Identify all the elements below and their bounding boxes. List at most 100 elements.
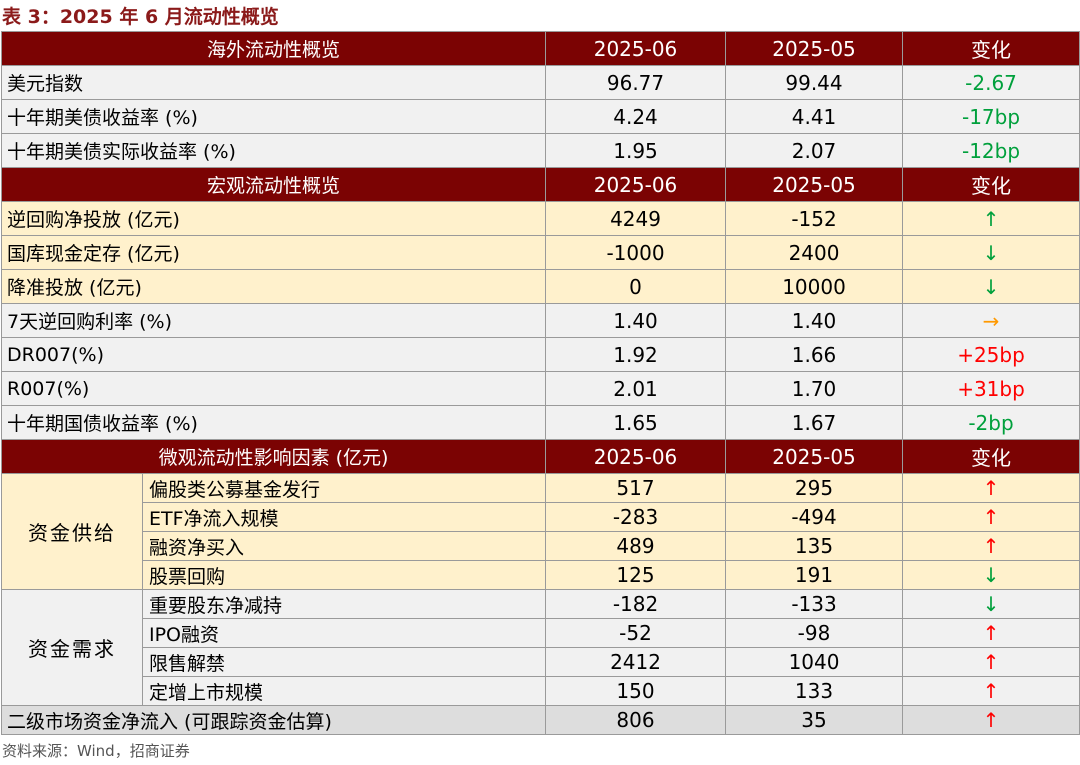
value-2025-05: 10000 [725,269,904,304]
right-arrow-icon: → [902,303,1080,338]
row-label: 定增上市规模 [141,676,547,706]
table-row: ETF净流入规模 -283 -494 ↑ [2,502,1080,532]
table-row: 国库现金定存 (亿元) -1000 2400 ↓ [0,235,1080,270]
row-label: IPO融资 [141,618,547,648]
value-2025-05: 1040 [725,647,904,677]
value-2025-06: 96.77 [545,65,727,100]
value-2025-06: 4.24 [545,99,727,134]
row-label: ETF净流入规模 [141,502,547,532]
value-2025-06: 150 [545,676,727,706]
change-value: +31bp [902,371,1080,406]
value-2025-05: 2400 [725,235,904,270]
table-row: 7天逆回购利率 (%) 1.40 1.40 → [0,303,1080,338]
table-row: 十年期美债收益率 (%) 4.24 4.41 -17bp [0,99,1080,134]
change-value: -2.67 [902,65,1080,100]
column-header-2025-05: 2025-05 [725,439,904,474]
value-2025-05: -152 [725,201,904,236]
column-header-2025-05: 2025-05 [725,31,904,66]
value-2025-05: 1.70 [725,371,904,406]
value-2025-06: 517 [545,473,727,503]
row-label: 7天逆回购利率 (%) [0,303,547,338]
table-row: IPO融资 -52 -98 ↑ [2,618,1080,648]
column-header-2025-06: 2025-06 [545,167,727,202]
row-label: 重要股东净减持 [141,589,547,619]
section-title: 海外流动性概览 [0,31,547,66]
value-2025-05: 191 [725,560,904,590]
down-arrow-icon: ↓ [902,235,1080,270]
value-2025-05: 135 [725,531,904,561]
value-2025-06: 125 [545,560,727,590]
value-2025-06: 1.95 [545,133,727,168]
row-label: 逆回购净投放 (亿元) [0,201,547,236]
row-label: 十年期美债收益率 (%) [0,99,547,134]
up-arrow-icon: ↑ [902,473,1080,503]
column-header-change: 变化 [902,31,1080,66]
value-2025-05: 2.07 [725,133,904,168]
column-header-2025-06: 2025-06 [545,439,727,474]
section-title: 微观流动性影响因素 (亿元) [0,439,547,474]
value-2025-06: 0 [545,269,727,304]
section-title: 宏观流动性概览 [0,167,547,202]
value-2025-06: 806 [545,705,727,735]
row-label: 降准投放 (亿元) [0,269,547,304]
table-row: 降准投放 (亿元) 0 10000 ↓ [0,269,1080,304]
up-arrow-icon: ↑ [902,201,1080,236]
column-header-2025-05: 2025-05 [725,167,904,202]
group-label-demand: 资金需求 [1,589,143,706]
row-label: 美元指数 [0,65,547,100]
up-arrow-icon: ↑ [902,618,1080,648]
value-2025-05: 1.40 [725,303,904,338]
liquidity-table: 海外流动性概览 2025-06 2025-05 变化 美元指数 96.77 99… [0,31,1080,735]
down-arrow-icon: ↓ [902,560,1080,590]
change-value: -12bp [902,133,1080,168]
table-row: 股票回购 125 191 ↓ [2,560,1080,590]
net-inflow-row: 二级市场资金净流入 (可跟踪资金估算) 806 35 ↑ [0,705,1080,735]
change-value: -2bp [902,405,1080,440]
row-label: 股票回购 [141,560,547,590]
row-label: DR007(%) [0,337,547,372]
value-2025-06: 2.01 [545,371,727,406]
row-label: 国库现金定存 (亿元) [0,235,547,270]
table-row: 十年期美债实际收益率 (%) 1.95 2.07 -12bp [0,133,1080,168]
value-2025-05: 4.41 [725,99,904,134]
table-row: 限售解禁 2412 1040 ↑ [2,647,1080,677]
up-arrow-icon: ↑ [902,502,1080,532]
table-row: R007(%) 2.01 1.70 +31bp [0,371,1080,406]
down-arrow-icon: ↓ [902,269,1080,304]
value-2025-05: 1.66 [725,337,904,372]
table-row: 美元指数 96.77 99.44 -2.67 [0,65,1080,100]
row-label: 限售解禁 [141,647,547,677]
value-2025-05: 295 [725,473,904,503]
table-row: 十年期国债收益率 (%) 1.65 1.67 -2bp [0,405,1080,440]
table-title: 表 3：2025 年 6 月流动性概览 [2,6,279,28]
value-2025-05: -494 [725,502,904,532]
value-2025-05: 35 [725,705,904,735]
value-2025-06: 1.65 [545,405,727,440]
up-arrow-icon: ↑ [902,647,1080,677]
value-2025-05: -133 [725,589,904,619]
value-2025-06: 2412 [545,647,727,677]
value-2025-06: 489 [545,531,727,561]
value-2025-06: 1.40 [545,303,727,338]
table-row: DR007(%) 1.92 1.66 +25bp [0,337,1080,372]
table-row: 资金供给 偏股类公募基金发行 517 295 ↑ [1,473,1080,590]
down-arrow-icon: ↓ [902,589,1080,619]
row-label: 偏股类公募基金发行 [141,473,547,503]
group-label-supply: 资金供给 [1,473,143,590]
row-label: 十年期国债收益率 (%) [0,405,547,440]
value-2025-06: -1000 [545,235,727,270]
source-note: 资料来源：Wind，招商证券 [2,742,190,760]
row-label: 融资净买入 [141,531,547,561]
column-header-change: 变化 [902,439,1080,474]
table-row: 定增上市规模 150 133 ↑ [2,676,1080,706]
row-label: R007(%) [0,371,547,406]
micro-header-row: 微观流动性影响因素 (亿元) 2025-06 2025-05 变化 [0,439,1080,474]
value-2025-06: -182 [545,589,727,619]
column-header-2025-06: 2025-06 [545,31,727,66]
table-row: 资金需求 重要股东净减持 -182 -133 ↓ [1,589,1080,706]
value-2025-06: 4249 [545,201,727,236]
up-arrow-icon: ↑ [902,531,1080,561]
up-arrow-icon: ↑ [902,676,1080,706]
change-value: +25bp [902,337,1080,372]
up-arrow-icon: ↑ [902,705,1080,735]
